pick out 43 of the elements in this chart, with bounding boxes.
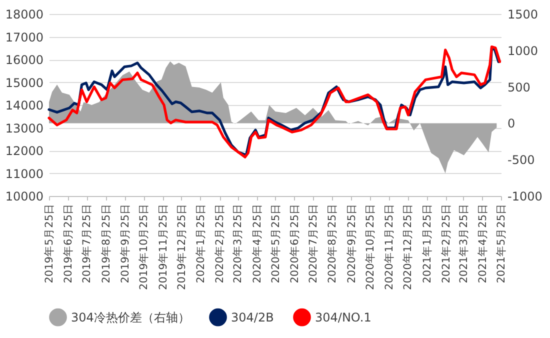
x-tick-label: 2021年5月25日 <box>496 204 508 284</box>
legend-label: 304/NO.1 <box>315 310 372 324</box>
x-tick-label: 2020年2月25日 <box>214 204 226 284</box>
y2-tick-label: 1000 <box>508 44 538 58</box>
y2-tick-label: 500 <box>508 80 530 94</box>
x-tick-label: 2019年9月25日 <box>120 204 132 284</box>
y-tick-label: 11000 <box>5 166 44 181</box>
x-tick-label: 2020年7月25日 <box>308 204 320 284</box>
x-tick-label: 2019年12月25日 <box>176 204 188 290</box>
y-tick-label: 14000 <box>5 98 44 112</box>
x-tick-label: 2021年3月25日 <box>458 204 470 284</box>
x-tick-label: 2020年1月25日 <box>194 204 207 284</box>
x-tick-label: 2020年12月25日 <box>402 204 414 290</box>
x-tick-label: 2021年2月25日 <box>440 204 452 284</box>
x-tick-label: 2020年5月25日 <box>270 204 282 284</box>
y-tick-label: 15000 <box>5 76 44 90</box>
legend-label: 304/2B <box>231 310 274 324</box>
y-tick-label: 18000 <box>5 8 44 22</box>
x-tick-label: 2020年9月25日 <box>346 204 358 284</box>
y2-tick-label: 1500 <box>508 8 538 22</box>
y-tick-label: 17000 <box>5 30 44 44</box>
x-tick-label: 2020年3月25日 <box>232 204 244 284</box>
x-tick-label: 2019年8月25日 <box>100 204 112 284</box>
y2-tick-label: -500 <box>508 153 535 168</box>
x-tick-label: 2019年10月25日 <box>138 204 150 290</box>
x-tick-label: 2020年11月25日 <box>384 204 396 290</box>
y2-tick-label: 0 <box>508 116 516 131</box>
x-tick-label: 2020年10月25日 <box>364 204 376 290</box>
y-tick-label: 12000 <box>5 144 44 158</box>
y-tick-label: 13000 <box>5 121 44 136</box>
x-tick-label: 2019年7月25日 <box>81 204 94 284</box>
x-tick-label: 2019年11月25日 <box>157 204 170 290</box>
x-tick-label: 2020年8月25日 <box>326 204 339 284</box>
x-tick-label: 2019年6月25日 <box>62 204 75 284</box>
x-tick-label: 2021年4月25日 <box>476 204 489 284</box>
y2-tick-label: -1000 <box>508 190 542 204</box>
x-tick-label: 2020年4月25日 <box>251 204 264 284</box>
legend-label: 304冷热价差（右轴） <box>71 310 190 324</box>
y-tick-label: 16000 <box>5 53 44 67</box>
y-tick-label: 10000 <box>5 190 44 204</box>
x-tick-label: 2021年1月25日 <box>421 204 434 284</box>
x-tick-label: 2019年5月25日 <box>44 204 56 284</box>
x-tick-label: 2020年6月25日 <box>288 204 301 284</box>
